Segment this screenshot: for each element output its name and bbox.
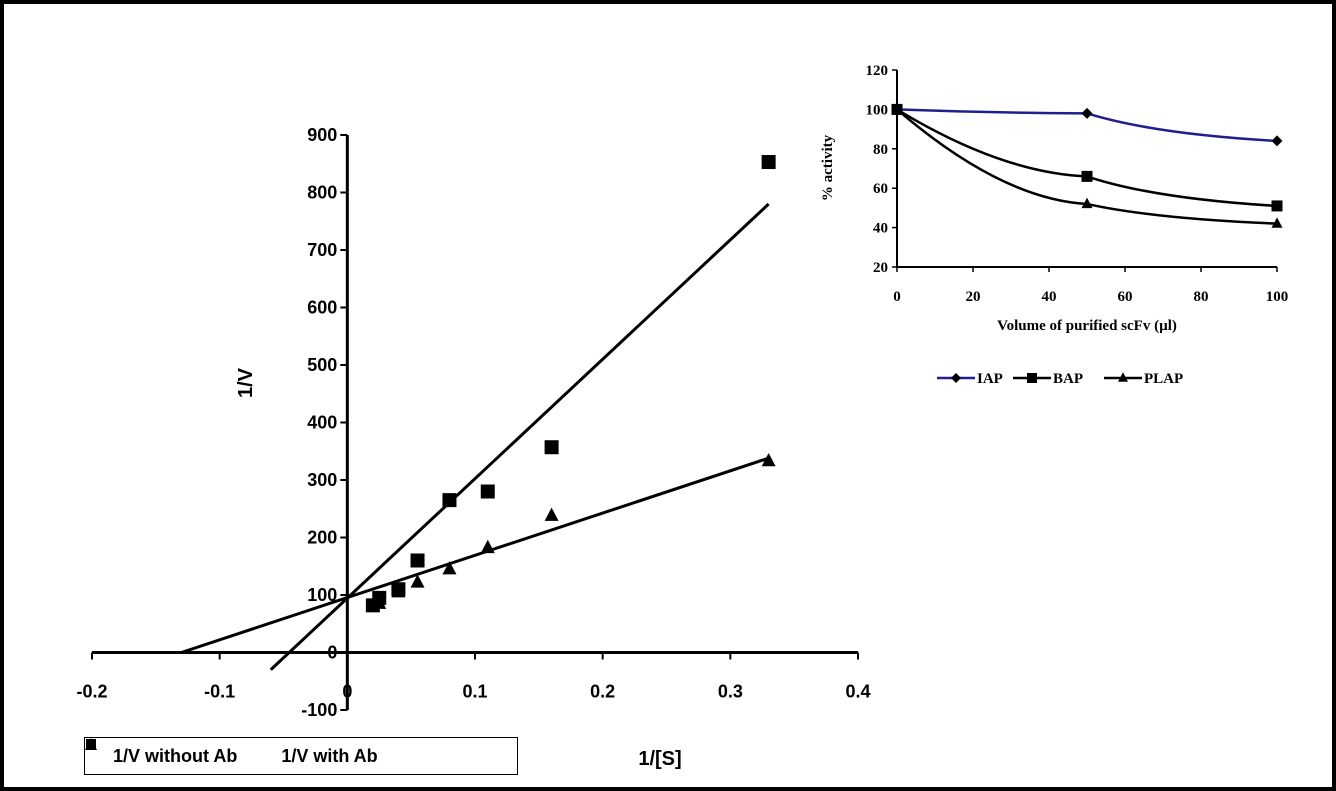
y-axis-title: 1/V: [235, 367, 257, 398]
data-point-with-ab: [761, 155, 776, 170]
data-point-without-ab: [442, 561, 457, 575]
inset-y-tick-label: 60: [873, 181, 888, 197]
x-axis-title: 1/[S]: [638, 748, 681, 770]
inset-y-tick-label: 100: [866, 102, 889, 118]
inset-y-tick-label: 80: [873, 142, 888, 158]
inset-y-tick-label: 20: [873, 260, 888, 276]
y-tick-label: 800: [307, 183, 337, 203]
main-chart: -0.2 -0.1 0 0.1 0.2 0.3 0.4-100010020030040050…: [76, 125, 870, 770]
x-tick-label: 0: [342, 682, 352, 702]
inset-x-axis-title: Volume of purified scFv (µl): [997, 318, 1177, 334]
data-point-with-ab: [391, 582, 406, 597]
legend-label-with-ab: 1/V with Ab: [281, 745, 378, 766]
inset-x-tick-label: 20: [966, 289, 981, 305]
inset-legend-marker-bap: [1027, 373, 1037, 383]
data-point-with-ab: [372, 590, 387, 605]
x-tick-label: 0.2: [590, 682, 615, 702]
inset-legend-label-bap: BAP: [1053, 371, 1083, 387]
inset-x-tick-label: 40: [1042, 289, 1057, 305]
inset-data-point-plap: [1271, 217, 1283, 228]
x-tick-label: -0.1: [204, 682, 235, 702]
data-point-with-ab: [480, 484, 495, 499]
inset-data-point-plap: [1081, 197, 1093, 209]
y-tick-label: 100: [307, 585, 337, 605]
y-tick-label: 400: [307, 413, 337, 433]
y-tick-label: 500: [307, 355, 337, 375]
y-tick-label: 200: [307, 528, 337, 548]
inset-chart: 0 20 40 60 80 100 20 40 60 80 100 120 Volume of puri…: [820, 63, 1288, 387]
legend-label-without-ab: 1/V without Ab: [113, 745, 238, 766]
inset-data-point-iap: [1271, 135, 1283, 147]
y-tick-label: 600: [307, 298, 337, 318]
square-marker-icon: [86, 739, 96, 749]
x-tick-label: -0.2: [76, 682, 107, 702]
inset-x-tick-label: 0: [893, 289, 901, 305]
y-tick-label: 700: [307, 240, 337, 260]
data-point-without-ab: [544, 507, 559, 521]
inset-legend-marker-iap: [951, 373, 961, 383]
y-tick-label: 900: [307, 125, 337, 145]
inset-data-point-bap: [1271, 200, 1283, 212]
y-tick-label: 300: [307, 470, 337, 490]
inset-legend-label-iap: IAP: [977, 371, 1003, 387]
inset-x-tick-label: 100: [1266, 289, 1289, 305]
legend-item-with-ab: 1/V with Ab: [86, 739, 378, 767]
inset-y-tick-label: 120: [866, 63, 889, 79]
trendline-with-ab: [269, 202, 770, 671]
inset-legend-marker-plap: [1118, 372, 1128, 382]
data-point-without-ab: [410, 574, 425, 588]
main-legend: 1/V without Ab 1/V with Ab: [84, 737, 518, 775]
data-point-without-ab: [761, 452, 776, 467]
inset-legend-label-plap: PLAP: [1144, 371, 1183, 387]
inset-data-point-plap: [891, 103, 903, 114]
x-tick-label: 0.4: [845, 682, 870, 702]
inset-y-tick-label: 40: [873, 221, 888, 237]
inset-series-line-bap: [896, 108, 1278, 208]
legend-item-without-ab: 1/V without Ab: [85, 738, 238, 767]
data-point-with-ab: [544, 440, 559, 455]
x-tick-label: 0.3: [718, 682, 743, 702]
y-tick-label: -100: [301, 700, 337, 720]
data-point-without-ab: [480, 539, 495, 554]
x-tick-label: 0.1: [462, 682, 487, 702]
data-point-with-ab: [410, 553, 425, 568]
inset-data-point-iap: [1081, 107, 1093, 119]
data-point-with-ab: [442, 493, 457, 508]
y-tick-label: 0: [327, 643, 337, 663]
inset-x-tick-label: 80: [1194, 289, 1209, 305]
inset-x-tick-label: 60: [1118, 289, 1133, 305]
inset-data-point-bap: [1081, 170, 1093, 182]
inset-y-axis-title: % activity: [820, 134, 836, 201]
trendline-without-ab: [180, 456, 770, 654]
